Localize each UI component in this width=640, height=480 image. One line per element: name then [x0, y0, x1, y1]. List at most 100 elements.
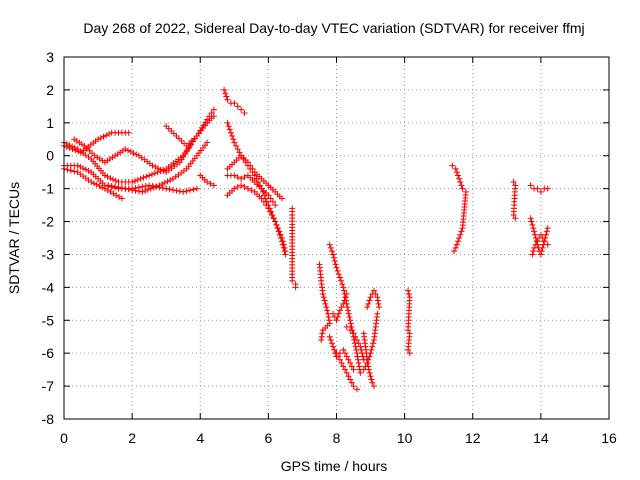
data-point	[344, 304, 351, 311]
data-point	[456, 235, 463, 241]
data-point	[370, 287, 377, 294]
data-point	[208, 109, 215, 116]
data-point	[531, 231, 538, 238]
data-point	[97, 134, 104, 141]
data-point	[244, 185, 251, 192]
data-point	[350, 330, 357, 337]
data-point	[156, 182, 163, 189]
data-point	[238, 152, 245, 159]
data-point	[96, 183, 103, 190]
data-point	[324, 307, 331, 314]
data-point	[77, 163, 84, 170]
data-point	[322, 300, 329, 307]
data-point	[150, 184, 157, 191]
data-point	[103, 132, 110, 139]
data-point	[125, 129, 132, 136]
y-axis-label: SDTVAR / TECUs	[6, 182, 22, 294]
data-point	[69, 143, 76, 150]
data-point	[148, 171, 155, 178]
data-point	[260, 198, 267, 205]
data-point	[204, 139, 211, 146]
data-point	[360, 366, 367, 373]
data-point	[341, 297, 348, 304]
x-tick-label: 16	[601, 430, 617, 446]
data-point	[534, 238, 541, 245]
data-point	[345, 310, 352, 317]
data-point	[253, 175, 260, 182]
data-point	[256, 182, 263, 189]
data-point	[544, 241, 551, 248]
data-point	[364, 360, 371, 367]
data-point	[234, 174, 241, 181]
data-point	[333, 317, 340, 324]
data-point	[149, 162, 156, 169]
data-point	[343, 353, 350, 360]
data-point	[364, 304, 371, 311]
data-point	[231, 139, 238, 146]
data-point	[340, 300, 347, 307]
y-tick-label: -7	[42, 378, 55, 394]
y-tick-label: -4	[42, 279, 55, 295]
data-point	[451, 248, 458, 255]
data-point	[159, 181, 166, 188]
data-point	[80, 165, 87, 172]
data-point	[167, 177, 174, 184]
data-point	[537, 251, 544, 258]
data-point	[537, 231, 544, 238]
data-point	[326, 317, 333, 324]
data-point	[95, 136, 102, 143]
data-point	[229, 132, 236, 139]
data-point	[157, 166, 164, 173]
data-point	[343, 290, 350, 297]
data-point	[327, 244, 334, 251]
data-point	[164, 178, 171, 185]
data-point	[334, 267, 341, 274]
data-point	[231, 100, 238, 107]
data-point	[321, 297, 328, 304]
data-point	[343, 323, 350, 330]
data-point	[210, 106, 217, 113]
data-point	[238, 106, 245, 113]
data-point	[328, 340, 335, 347]
data-point	[241, 183, 248, 190]
data-point	[374, 310, 381, 317]
data-point	[368, 376, 375, 383]
data-point	[357, 343, 364, 350]
data-point	[452, 165, 459, 172]
x-axis-label: GPS time / hours	[281, 458, 388, 474]
y-tick-label: 1	[46, 115, 54, 131]
data-point	[273, 221, 280, 228]
data-point	[71, 144, 78, 151]
data-point	[366, 353, 373, 360]
data-point	[259, 188, 266, 195]
data-point	[133, 151, 140, 158]
data-point	[325, 313, 332, 320]
data-point	[183, 188, 190, 195]
data-point	[193, 185, 200, 192]
data-point	[319, 290, 326, 297]
data-point	[338, 304, 345, 311]
data-point	[282, 251, 289, 258]
data-point	[319, 330, 326, 337]
data-point	[247, 165, 254, 172]
data-point	[112, 183, 119, 190]
data-point	[459, 185, 466, 192]
data-point	[134, 176, 141, 183]
data-point	[251, 172, 258, 179]
data-point	[365, 366, 372, 373]
data-point	[74, 162, 81, 169]
data-point	[333, 350, 340, 357]
data-point	[319, 327, 326, 334]
data-point	[176, 188, 183, 195]
data-point	[135, 188, 142, 195]
data-point	[354, 353, 361, 360]
data-point	[350, 383, 357, 390]
data-point	[280, 244, 287, 251]
data-point	[353, 350, 360, 357]
data-point	[67, 167, 74, 174]
y-tick-label: -2	[42, 214, 55, 230]
data-point	[101, 172, 108, 179]
data-point	[328, 248, 335, 255]
data-point	[132, 187, 139, 194]
data-point	[326, 333, 333, 340]
